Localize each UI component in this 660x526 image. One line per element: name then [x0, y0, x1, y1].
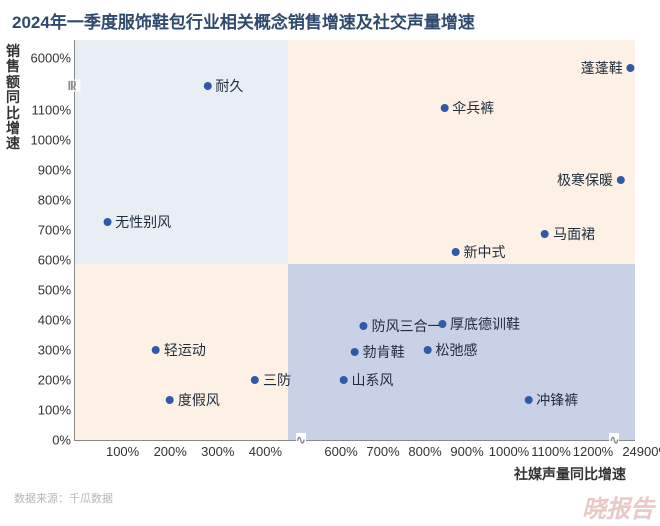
data-point-label: 蓬蓬鞋 [581, 58, 623, 78]
y-tick: 400% [38, 313, 75, 328]
data-point: 轻运动 [152, 340, 206, 360]
data-point-label: 三防 [263, 370, 291, 390]
marker-icon [339, 376, 347, 384]
x-tick: 1100% [531, 440, 571, 459]
marker-icon [438, 320, 446, 328]
y-tick: 900% [38, 163, 75, 178]
data-point-label: 勃肯鞋 [363, 342, 405, 362]
data-point: 极寒保暖 [557, 170, 625, 190]
y-tick: 1000% [31, 133, 75, 148]
x-axis-label: 社媒声量同比增速 [514, 464, 626, 484]
marker-icon [440, 104, 448, 112]
y-axis-label: 销售额同比增速 [6, 44, 24, 152]
data-point: 伞兵裤 [440, 98, 494, 118]
marker-icon [423, 346, 431, 354]
data-point: 耐久 [203, 76, 243, 96]
y-tick: 600% [38, 253, 75, 268]
y-tick: 1100% [31, 103, 75, 118]
x-tick: 800% [408, 440, 441, 459]
data-point-label: 极寒保暖 [557, 170, 613, 190]
data-source-note: 数据来源：千瓜数据 [14, 490, 113, 506]
marker-icon [166, 396, 174, 404]
y-tick: 500% [38, 283, 75, 298]
marker-icon [152, 346, 160, 354]
y-tick: 0% [52, 433, 75, 448]
data-point: 勃肯鞋 [351, 342, 405, 362]
data-point-label: 松弛感 [435, 340, 477, 360]
data-point-label: 厚底德训鞋 [450, 314, 520, 334]
y-tick: 200% [38, 373, 75, 388]
data-point-label: 轻运动 [164, 340, 206, 360]
data-point: 松弛感 [423, 340, 477, 360]
marker-icon [617, 176, 625, 184]
x-tick: 1000% [489, 440, 529, 459]
x-tick: 200% [154, 440, 187, 459]
data-point: 马面裙 [541, 224, 595, 244]
marker-icon [203, 82, 211, 90]
data-point: 冲锋裤 [524, 390, 578, 410]
y-tick: 700% [38, 223, 75, 238]
data-point-label: 耐久 [215, 76, 243, 96]
y-tick: 100% [38, 403, 75, 418]
marker-icon [451, 248, 459, 256]
watermark: 晓报告 [582, 489, 654, 524]
data-point: 蓬蓬鞋 [581, 58, 635, 78]
x-tick: 24900% [622, 440, 660, 459]
x-tick: 900% [450, 440, 483, 459]
data-point-label: 马面裙 [553, 224, 595, 244]
data-point-label: 伞兵裤 [452, 98, 494, 118]
axis-break-icon: ∿ [609, 433, 619, 447]
y-tick: 300% [38, 343, 75, 358]
marker-icon [627, 64, 635, 72]
data-point-label: 度假风 [178, 390, 220, 410]
marker-icon [524, 396, 532, 404]
marker-icon [103, 218, 111, 226]
axis-break-icon: ∿ [296, 433, 306, 447]
marker-icon [360, 322, 368, 330]
data-point-label: 冲锋裤 [536, 390, 578, 410]
x-tick: 100% [106, 440, 139, 459]
chart-title: 2024年一季度服饰鞋包行业相关概念销售增速及社交声量增速 [12, 8, 475, 33]
x-tick: 1200% [573, 440, 613, 459]
data-point: 山系风 [339, 370, 393, 390]
data-point-label: 新中式 [463, 242, 505, 262]
marker-icon [251, 376, 259, 384]
data-point-label: 防风三合一 [372, 316, 442, 336]
axis-break-icon: ≅ [63, 80, 80, 92]
data-point: 度假风 [166, 390, 220, 410]
marker-icon [351, 348, 359, 356]
marker-icon [541, 230, 549, 238]
data-point-label: 无性别风 [115, 212, 171, 232]
data-point-label: 山系风 [351, 370, 393, 390]
data-point: 三防 [251, 370, 291, 390]
data-point: 防风三合一 [360, 316, 442, 336]
x-tick: 400% [249, 440, 282, 459]
data-point: 厚底德训鞋 [438, 314, 520, 334]
data-point: 无性别风 [103, 212, 171, 232]
y-tick: 6000% [31, 51, 75, 66]
y-tick: 800% [38, 193, 75, 208]
x-tick: 300% [201, 440, 234, 459]
x-tick: 700% [366, 440, 399, 459]
scatter-plot: 0%100%200%300%400%500%600%700%800%900%10… [74, 40, 635, 441]
data-point: 新中式 [451, 242, 505, 262]
x-tick: 600% [324, 440, 357, 459]
